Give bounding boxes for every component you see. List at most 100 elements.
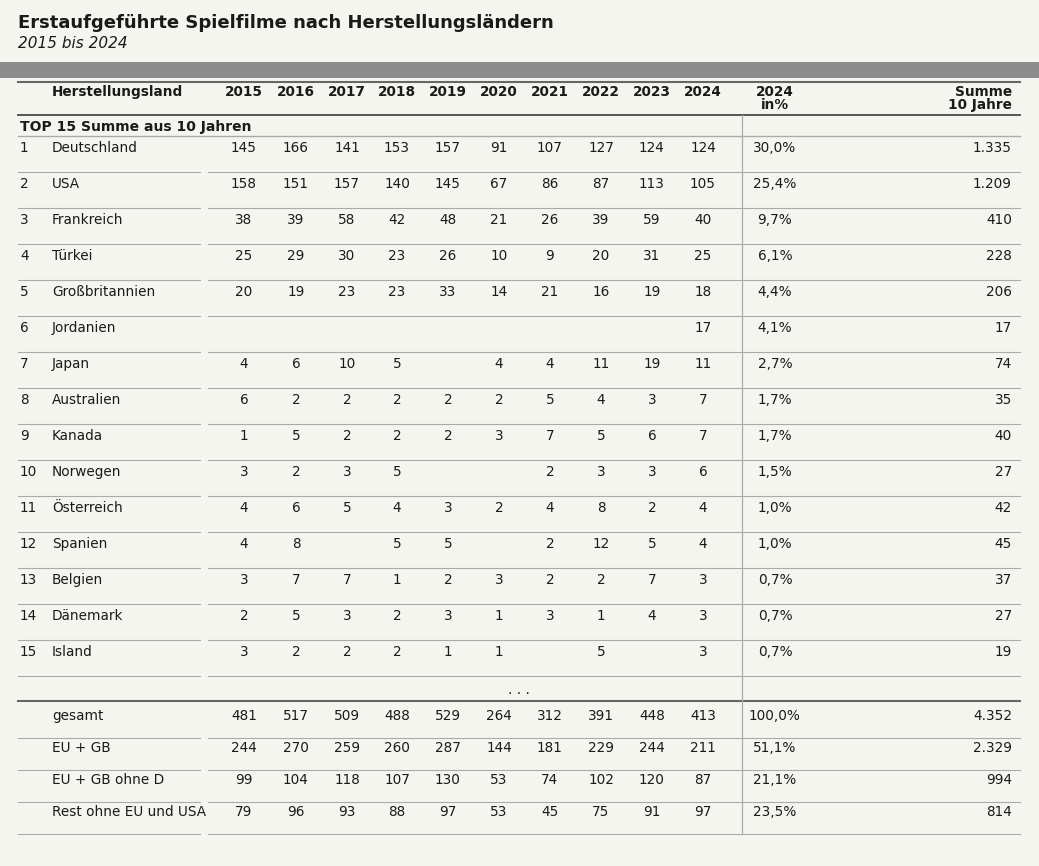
Text: 140: 140 <box>384 177 410 191</box>
Text: 97: 97 <box>439 805 457 819</box>
Text: 88: 88 <box>389 805 405 819</box>
Text: 244: 244 <box>639 741 665 755</box>
Text: in%: in% <box>761 98 789 112</box>
Text: 166: 166 <box>283 141 309 155</box>
Text: 3: 3 <box>698 573 708 587</box>
Text: 23: 23 <box>389 285 405 299</box>
Text: 20: 20 <box>236 285 252 299</box>
Text: 2024: 2024 <box>684 85 722 99</box>
Text: 6: 6 <box>292 357 300 371</box>
Text: 107: 107 <box>537 141 563 155</box>
Text: 3: 3 <box>343 609 351 623</box>
Text: 2022: 2022 <box>582 85 620 99</box>
Text: 6: 6 <box>292 501 300 515</box>
Text: 19: 19 <box>288 285 304 299</box>
Text: 19: 19 <box>643 285 661 299</box>
Text: 74: 74 <box>994 357 1012 371</box>
Text: 6: 6 <box>20 321 29 335</box>
Text: 2: 2 <box>596 573 606 587</box>
Text: 31: 31 <box>643 249 661 263</box>
Text: 29: 29 <box>288 249 304 263</box>
Text: 7: 7 <box>292 573 300 587</box>
Text: 37: 37 <box>994 573 1012 587</box>
Text: 3: 3 <box>698 609 708 623</box>
Text: 13: 13 <box>20 573 37 587</box>
Text: 2: 2 <box>393 609 401 623</box>
Text: 814: 814 <box>986 805 1012 819</box>
Text: 42: 42 <box>994 501 1012 515</box>
Text: Summe: Summe <box>955 85 1012 99</box>
Text: 91: 91 <box>643 805 661 819</box>
Text: 994: 994 <box>986 773 1012 787</box>
Text: 5: 5 <box>393 465 401 479</box>
Text: 1: 1 <box>495 645 503 659</box>
Text: 42: 42 <box>389 213 405 227</box>
Text: 144: 144 <box>486 741 512 755</box>
Text: 39: 39 <box>288 213 304 227</box>
Text: Herstellungsland: Herstellungsland <box>52 85 183 99</box>
Text: 10: 10 <box>339 357 355 371</box>
Text: 3: 3 <box>343 465 351 479</box>
Text: 2: 2 <box>393 645 401 659</box>
Text: 2,7%: 2,7% <box>757 357 793 371</box>
Text: 260: 260 <box>384 741 410 755</box>
Text: 74: 74 <box>541 773 559 787</box>
Text: 181: 181 <box>537 741 563 755</box>
Text: 157: 157 <box>435 141 461 155</box>
Text: Österreich: Österreich <box>52 501 123 515</box>
Text: 2: 2 <box>393 393 401 407</box>
Text: 6: 6 <box>647 429 657 443</box>
Text: 5: 5 <box>20 285 29 299</box>
Text: 23,5%: 23,5% <box>753 805 797 819</box>
Text: 2019: 2019 <box>429 85 467 99</box>
Text: 12: 12 <box>592 537 610 551</box>
Text: 14: 14 <box>490 285 508 299</box>
Text: 3: 3 <box>647 393 657 407</box>
Text: 1: 1 <box>495 609 503 623</box>
Text: 264: 264 <box>486 709 512 723</box>
Text: Frankreich: Frankreich <box>52 213 124 227</box>
Bar <box>0 62 1039 78</box>
Text: 3: 3 <box>495 429 503 443</box>
Text: 2015: 2015 <box>225 85 263 99</box>
Text: 27: 27 <box>994 465 1012 479</box>
Text: 25: 25 <box>694 249 712 263</box>
Text: 120: 120 <box>639 773 665 787</box>
Text: 4: 4 <box>698 501 708 515</box>
Text: 4: 4 <box>240 501 248 515</box>
Text: 99: 99 <box>235 773 252 787</box>
Text: . . .: . . . <box>508 683 530 697</box>
Text: 104: 104 <box>283 773 309 787</box>
Text: 7: 7 <box>698 393 708 407</box>
Text: 40: 40 <box>994 429 1012 443</box>
Text: 153: 153 <box>384 141 410 155</box>
Text: 2.329: 2.329 <box>973 741 1012 755</box>
Text: 7: 7 <box>545 429 555 443</box>
Text: 2: 2 <box>545 537 555 551</box>
Text: 2: 2 <box>292 465 300 479</box>
Text: 1.209: 1.209 <box>973 177 1012 191</box>
Text: 2: 2 <box>495 393 503 407</box>
Text: 8: 8 <box>596 501 606 515</box>
Text: 39: 39 <box>592 213 610 227</box>
Text: 2: 2 <box>292 645 300 659</box>
Text: 7: 7 <box>20 357 29 371</box>
Text: 8: 8 <box>292 537 300 551</box>
Text: 4: 4 <box>596 393 606 407</box>
Text: 91: 91 <box>490 141 508 155</box>
Text: 100,0%: 100,0% <box>749 709 801 723</box>
Text: Spanien: Spanien <box>52 537 107 551</box>
Text: 5: 5 <box>292 429 300 443</box>
Text: 21: 21 <box>490 213 508 227</box>
Text: 7: 7 <box>343 573 351 587</box>
Text: 86: 86 <box>541 177 559 191</box>
Text: 5: 5 <box>444 537 452 551</box>
Text: 5: 5 <box>545 393 555 407</box>
Text: 5: 5 <box>292 609 300 623</box>
Text: 75: 75 <box>592 805 610 819</box>
Text: 48: 48 <box>439 213 456 227</box>
Text: 4: 4 <box>545 501 555 515</box>
Text: 0,7%: 0,7% <box>757 645 793 659</box>
Text: 19: 19 <box>994 645 1012 659</box>
Text: 4: 4 <box>20 249 29 263</box>
